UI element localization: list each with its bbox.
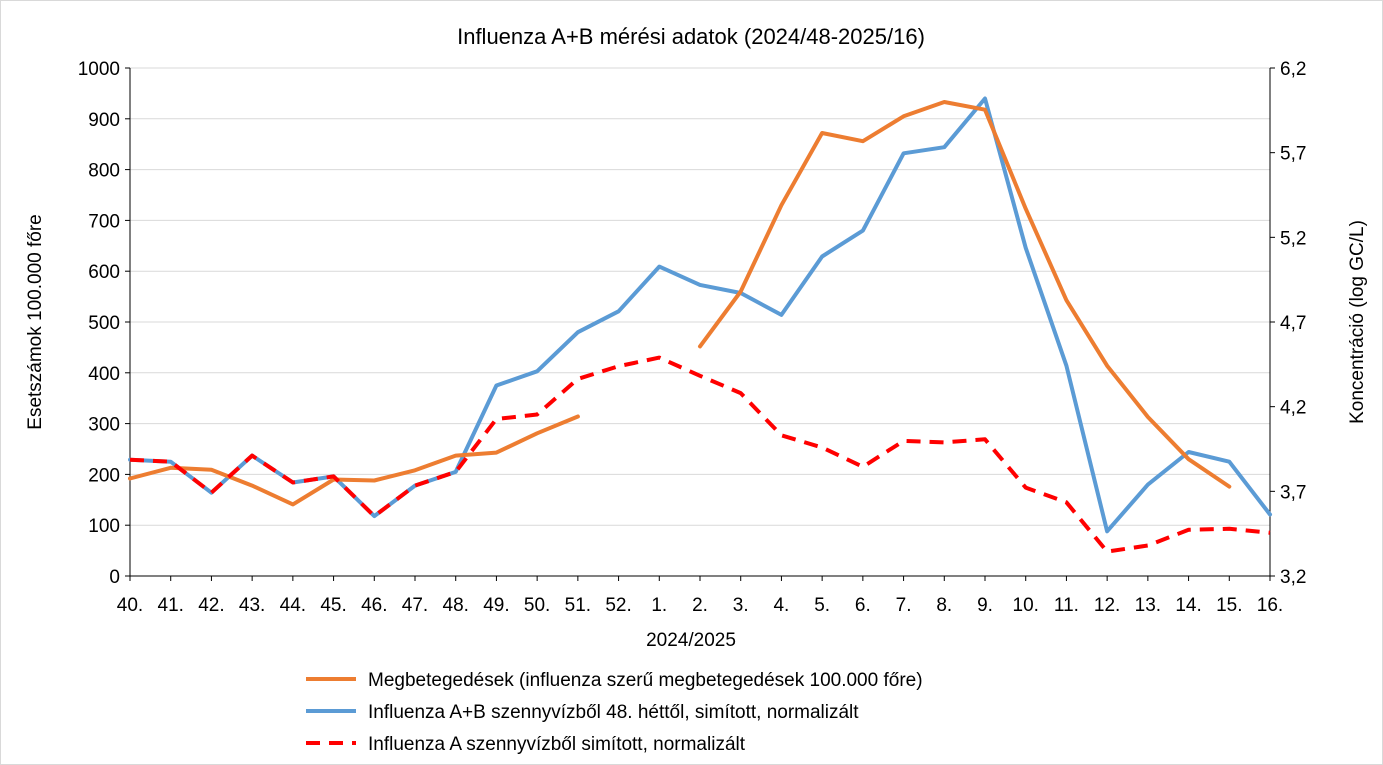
x-tick-label: 52. [605, 595, 631, 616]
x-tick-label: 44. [280, 595, 306, 616]
x-tick-label: 41. [158, 595, 184, 616]
series-line-1 [698, 100, 1232, 489]
x-tick-label: 15. [1216, 595, 1242, 616]
gridlines [130, 67, 1270, 526]
left-tick-label: 500 [88, 313, 120, 334]
legend: Megbetegedések (influenza szerű megbeteg… [306, 670, 923, 755]
x-tick-label: 9. [977, 595, 993, 616]
x-tick-label: 49. [483, 595, 509, 616]
x-tick-label: 8. [936, 595, 952, 616]
left-tick-label: 900 [88, 110, 120, 131]
x-axis-title: 2024/2025 [646, 630, 736, 651]
left-tick-label: 700 [88, 211, 120, 232]
series-line-3 [129, 355, 1271, 554]
left-tick-label: 400 [88, 364, 120, 385]
right-tick-label: 4,7 [1280, 313, 1306, 334]
x-tick-label: 4. [773, 595, 789, 616]
x-tick-label: 47. [402, 595, 428, 616]
left-tick-label: 200 [88, 465, 120, 486]
right-axis-title: Koncentráció (log GC/L) [1347, 220, 1368, 424]
chart-title: Influenza A+B mérési adatok (2024/48-202… [457, 24, 925, 49]
axes: 0 100 200 300 400 500 600 700 800 900 1000 3,2 3,7 4,… [78, 59, 1307, 616]
x-tick-label: 48. [443, 595, 469, 616]
x-tick-label: 43. [239, 595, 265, 616]
right-tick-label: 5,2 [1280, 228, 1306, 249]
left-tick-label: 300 [88, 415, 120, 436]
x-tick-label: 42. [198, 595, 224, 616]
series-lines [128, 96, 1272, 554]
x-tick-label: 14. [1175, 595, 1201, 616]
right-tick-label: 3,7 [1280, 482, 1306, 503]
x-tick-label: 13. [1135, 595, 1161, 616]
series-line-2 [128, 96, 1272, 534]
series-line-1 [128, 414, 580, 507]
x-tick-label: 45. [320, 595, 346, 616]
left-axis-title: Esetszámok 100.000 főre [25, 214, 46, 429]
x-tick-label: 6. [855, 595, 871, 616]
left-tick-label: 100 [88, 516, 120, 537]
x-tick-label: 51. [565, 595, 591, 616]
left-tick-label: 800 [88, 161, 120, 182]
left-tick-label: 600 [88, 262, 120, 283]
x-tick-label: 10. [1013, 595, 1039, 616]
left-tick-label: 1000 [78, 59, 120, 80]
x-tick-label: 3. [733, 595, 749, 616]
x-tick-label: 16. [1257, 595, 1283, 616]
x-tick-label: 1. [651, 595, 667, 616]
legend-label-2: Influenza A+B szennyvízből 48. héttől, s… [368, 702, 859, 723]
x-tick-label: 50. [524, 595, 550, 616]
legend-label-3: Influenza A szennyvízből simított, norma… [368, 734, 746, 755]
x-tick-label: 2. [692, 595, 708, 616]
right-tick-label: 4,2 [1280, 398, 1306, 419]
x-tick-label: 5. [814, 595, 830, 616]
right-tick-label: 3,2 [1280, 567, 1306, 588]
x-tick-label: 11. [1054, 595, 1079, 616]
x-tick-label: 12. [1094, 595, 1120, 616]
legend-label-1: Megbetegedések (influenza szerű megbeteg… [368, 670, 923, 691]
x-tick-label: 46. [361, 595, 387, 616]
left-tick-label: 0 [109, 567, 120, 588]
x-tick-label: 7. [896, 595, 912, 616]
right-tick-label: 6,2 [1280, 59, 1306, 80]
right-tick-label: 5,7 [1280, 144, 1306, 165]
x-tick-label: 40. [117, 595, 143, 616]
